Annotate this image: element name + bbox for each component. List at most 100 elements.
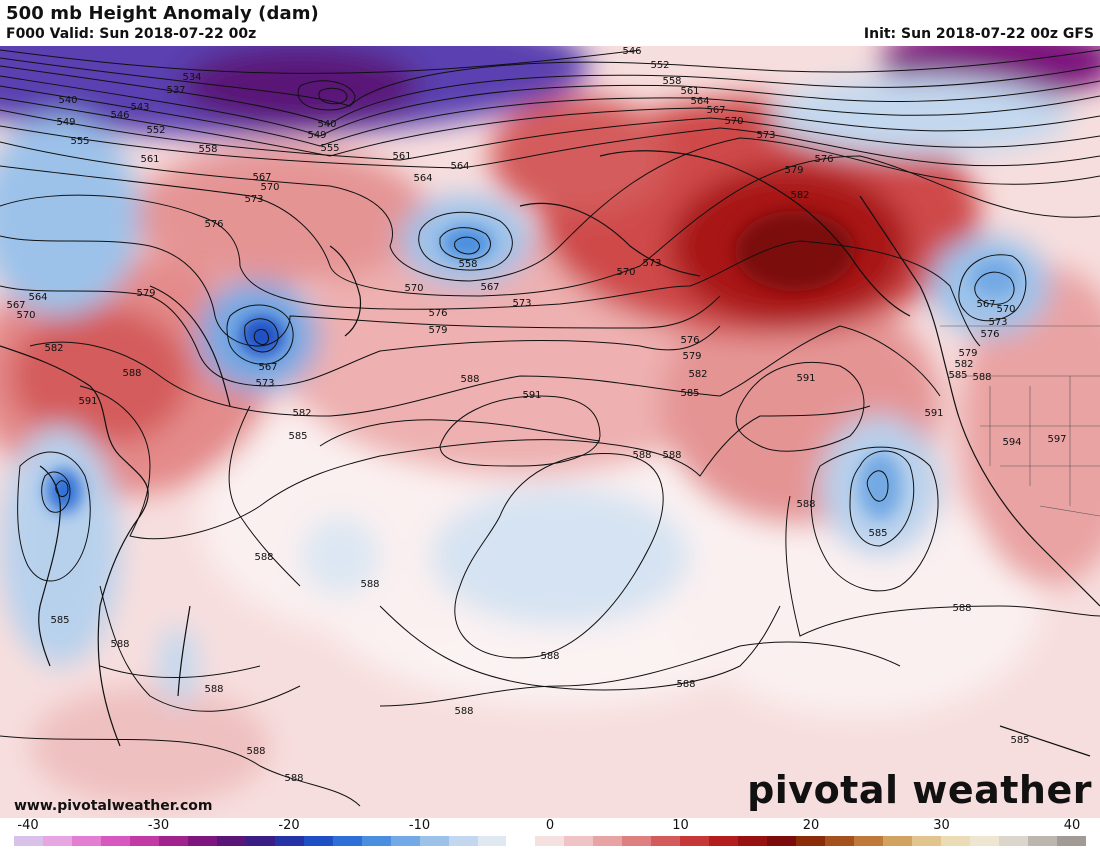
colorbar-segment xyxy=(535,836,565,846)
contour-label: 585 xyxy=(1010,735,1029,746)
colorbar xyxy=(14,836,1086,846)
colorbar-tick-label: 30 xyxy=(933,818,950,833)
colorbar-segment xyxy=(1056,836,1086,846)
height-contours xyxy=(0,49,1100,807)
contour-label: 585 xyxy=(680,388,699,399)
contour-label: 552 xyxy=(146,125,165,136)
contour-label: 588 xyxy=(952,603,971,614)
contour-label: 579 xyxy=(784,165,803,176)
colorbar-ticks: -40 -30 -20 -10 0 10 20 30 40 xyxy=(0,818,1100,834)
contour-label: 576 xyxy=(428,308,447,319)
colorbar-segment xyxy=(709,836,739,846)
colorbar-tick-label: -10 xyxy=(408,818,431,833)
contour-label: 552 xyxy=(650,60,669,71)
colorbar-segment xyxy=(680,836,710,846)
contour-label: 564 xyxy=(413,173,432,184)
colorbar-segment xyxy=(593,836,623,846)
contour-label: 564 xyxy=(450,161,469,172)
colorbar-tick-label: 40 xyxy=(1063,818,1081,833)
contour-label: 588 xyxy=(246,746,265,757)
colorbar-segment xyxy=(274,836,304,846)
contour-label: 540 xyxy=(317,119,336,130)
contour-label: 588 xyxy=(454,706,473,717)
contour-label: 564 xyxy=(28,292,47,303)
anomaly-shading xyxy=(0,46,1100,806)
height-anomaly-map: 534 537 540 543 546 549 552 555 558 561 540 549 555 5… xyxy=(0,46,1100,818)
contour-label: 579 xyxy=(136,288,155,299)
colorbar-tick-label: 10 xyxy=(672,818,689,833)
contour-label: 573 xyxy=(756,130,775,141)
contour-label: 567 xyxy=(480,282,499,293)
contour-label: 558 xyxy=(458,259,477,270)
colorbar-segment xyxy=(506,836,536,846)
contour-label: 549 xyxy=(56,117,75,128)
contour-label: 570 xyxy=(616,267,635,278)
contour-label: 576 xyxy=(980,329,999,340)
contour-label: 576 xyxy=(814,154,833,165)
contour-label: 585 xyxy=(50,615,69,626)
colorbar-segment xyxy=(390,836,420,846)
contour-label: 594 xyxy=(1002,437,1021,448)
colorbar-segment xyxy=(129,836,159,846)
colorbar-segment xyxy=(245,836,275,846)
contour-label: 591 xyxy=(924,408,943,419)
contour-label: 582 xyxy=(954,359,973,370)
colorbar-segment xyxy=(303,836,333,846)
colorbar-segment xyxy=(71,836,101,846)
init-time: Init: Sun 2018-07-22 00z GFS xyxy=(863,26,1094,42)
colorbar-segment xyxy=(825,836,855,846)
colorbar-segment xyxy=(448,836,478,846)
contour-label: 555 xyxy=(320,143,339,154)
contour-label: 567 xyxy=(252,172,271,183)
colorbar-segment xyxy=(651,836,681,846)
map-canvas: 5345375405435465495525555585615405495555… xyxy=(0,46,1100,818)
contour-label: 567 xyxy=(258,362,277,373)
contour-label: 555 xyxy=(70,136,89,147)
colorbar-segment xyxy=(767,836,797,846)
colorbar-tick-label: -20 xyxy=(278,818,300,833)
contour-label: 582 xyxy=(292,408,311,419)
contour-label: 570 xyxy=(996,304,1015,315)
contour-label: 567 xyxy=(6,300,25,311)
contour-label: 561 xyxy=(392,151,411,162)
contour-label: 588 xyxy=(796,499,815,510)
contour-label: 582 xyxy=(44,343,63,354)
colorbar-segment xyxy=(419,836,449,846)
contour-label: 570 xyxy=(404,283,423,294)
contour-label: 573 xyxy=(512,298,531,309)
contour-label: 597 xyxy=(1047,434,1066,445)
contour-label: 570 xyxy=(724,116,743,127)
contour-label: 588 xyxy=(360,579,379,590)
contour-labels: 5345375405435465495525555585615405495555… xyxy=(6,46,1066,784)
contour-label: 567 xyxy=(976,299,995,310)
colorbar-segment xyxy=(477,836,507,846)
contour-label: 588 xyxy=(676,679,695,690)
contour-label: 588 xyxy=(972,372,991,383)
contour-label: 549 xyxy=(307,130,326,141)
map-title: 500 mb Height Anomaly (dam) xyxy=(6,3,319,24)
contour-label: 534 xyxy=(182,72,201,83)
colorbar-segment xyxy=(14,836,43,846)
contour-label: 588 xyxy=(540,651,559,662)
colorbar-segment xyxy=(622,836,652,846)
colorbar-segment xyxy=(969,836,999,846)
colorbar-segment xyxy=(187,836,217,846)
website-label: www.pivotalweather.com xyxy=(14,798,213,814)
contour-label: 543 xyxy=(130,102,149,113)
colorbar-tick-label: 20 xyxy=(802,818,820,833)
contour-label: 576 xyxy=(204,219,223,230)
contour-label: 540 xyxy=(58,95,77,106)
colorbar-tick-label: 0 xyxy=(545,818,555,833)
colorbar-segment xyxy=(100,836,130,846)
contour-label: 546 xyxy=(110,110,129,121)
colorbar-segment xyxy=(796,836,826,846)
colorbar-segment xyxy=(912,836,941,846)
contour-label: 588 xyxy=(284,773,303,784)
contour-label: 579 xyxy=(428,325,447,336)
colorbar-segment xyxy=(216,836,246,846)
contour-label: 561 xyxy=(140,154,159,165)
colorbar-segment xyxy=(332,836,362,846)
contour-label: 573 xyxy=(988,317,1007,328)
contour-label: 567 xyxy=(706,105,725,116)
colorbar-segment xyxy=(738,836,768,846)
